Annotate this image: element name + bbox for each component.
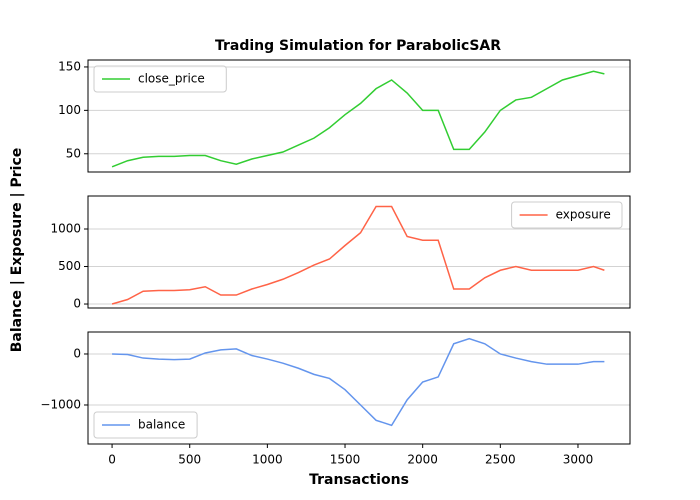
x-tick-label: 2500 <box>485 453 516 467</box>
y-tick-label: 100 <box>58 103 81 117</box>
legend-box <box>93 411 198 439</box>
legend-box <box>93 65 227 93</box>
plot-frame <box>87 195 631 309</box>
series-line <box>111 205 605 305</box>
figure-title: Trading Simulation for ParabolicSAR <box>215 38 501 54</box>
x-tick-label: 1000 <box>252 453 283 467</box>
y-tick-label: 0 <box>73 297 81 311</box>
x-tick-label: 1500 <box>330 453 361 467</box>
series-line <box>112 337 605 427</box>
x-tick-label: 0 <box>108 453 116 467</box>
plot-frame <box>87 331 631 445</box>
x-tick-label: 3000 <box>563 453 594 467</box>
y-tick-label: 500 <box>58 259 81 273</box>
y-tick-label: 0 <box>73 346 81 360</box>
series-line <box>111 70 605 168</box>
y-tick-label: −1000 <box>40 397 81 411</box>
legend-label: balance <box>138 418 185 432</box>
legend-box <box>511 201 623 229</box>
y-tick-label: 50 <box>66 146 81 160</box>
y-axis-label: Balance | Exposure | Price <box>9 148 25 353</box>
x-tick-label: 2000 <box>407 453 438 467</box>
legend-label: exposure <box>556 208 611 222</box>
x-tick-label: 500 <box>178 453 201 467</box>
plot-frame <box>87 59 631 173</box>
y-tick-label: 1000 <box>50 222 81 236</box>
x-axis-label: Transactions <box>309 472 409 488</box>
y-tick-label: 150 <box>58 59 81 73</box>
legend-label: close_price <box>138 72 205 86</box>
